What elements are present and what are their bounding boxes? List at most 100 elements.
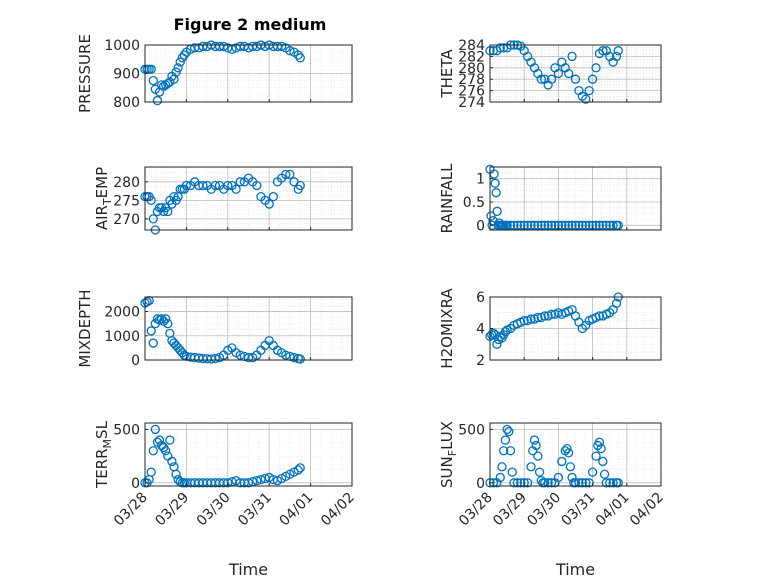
y-axis-label: H2OMIXRA [438, 288, 456, 369]
y-axis-label: MIXDEPTH [76, 289, 94, 367]
data-point [516, 220, 526, 230]
y-tick-label: 900 [113, 67, 140, 83]
y-tick-label: 282 [458, 49, 485, 65]
y-tick-label: 500 [113, 422, 140, 438]
data-point [543, 220, 553, 230]
data-point [519, 478, 529, 488]
data-point [526, 462, 536, 472]
y-axis-label: THETA [438, 49, 456, 99]
data-point [574, 220, 584, 230]
data-point [502, 220, 512, 230]
y-tick-label: 1000 [104, 329, 140, 345]
data-point [509, 220, 519, 230]
data-point [505, 446, 516, 456]
data-point [243, 478, 254, 488]
data-point [223, 478, 233, 488]
data-point [584, 85, 594, 96]
data-point [613, 220, 623, 230]
data-point [171, 469, 181, 479]
data-point [148, 75, 158, 86]
y-tick-label: 4 [476, 322, 485, 338]
data-point [608, 478, 618, 488]
subplot-rainfall: 0 0.5 1 RAINFALL [438, 163, 662, 234]
data-point [497, 462, 507, 472]
data-point [522, 220, 533, 230]
x-axis-label: Time [555, 560, 595, 579]
data-point [165, 435, 175, 445]
data-point [256, 474, 266, 485]
data-point [512, 220, 523, 230]
axes-box [489, 44, 662, 103]
data-point [587, 74, 598, 84]
data-point [252, 180, 262, 191]
data-point [490, 178, 500, 188]
data-point [146, 326, 156, 336]
data-point [154, 315, 165, 325]
data-point [557, 220, 567, 230]
y-tick-label: 276 [458, 84, 485, 100]
data-point [150, 424, 161, 435]
data-point [295, 53, 305, 63]
data-point [584, 220, 594, 230]
data-point [599, 469, 610, 479]
data-point [281, 169, 291, 180]
data-point [581, 220, 591, 230]
data-point [295, 463, 305, 473]
y-tick-label: 275 [113, 193, 140, 209]
y-axis-label: AIRTEMP [93, 167, 114, 230]
data-point [529, 220, 540, 230]
data-point [591, 220, 601, 230]
data-point [161, 446, 171, 456]
data-point [553, 472, 564, 483]
data-point [171, 67, 181, 77]
data-point [281, 350, 291, 360]
data-point [587, 467, 598, 477]
data-point [175, 57, 185, 67]
data-point [487, 330, 497, 340]
data-point [235, 177, 245, 187]
x-axis-label: Time [228, 560, 268, 579]
y-tick-label: 0 [476, 218, 485, 234]
data-point [546, 309, 557, 319]
data-point [488, 478, 499, 488]
data-point [293, 50, 303, 60]
data-point [492, 339, 502, 349]
y-tick-label: 0 [131, 353, 140, 369]
subplot-mixdepth: 0 1000 2000 MIXDEPTH [76, 289, 353, 369]
data-point [505, 220, 516, 230]
y-tick-label: 0 [131, 476, 140, 492]
data-point [289, 352, 299, 363]
data-point [210, 353, 221, 364]
data-point [499, 446, 509, 456]
data-point [519, 315, 529, 326]
y-tick-label: 0 [476, 476, 485, 492]
data-point [611, 298, 622, 308]
data-point [495, 43, 505, 53]
y-tick-label: 270 [113, 212, 140, 228]
data-point [574, 478, 584, 488]
data-point [512, 478, 523, 488]
data-point [534, 467, 545, 477]
data-point [557, 456, 567, 467]
data-point [598, 220, 608, 230]
y-tick-label: 500 [458, 422, 485, 438]
data-point [540, 220, 550, 230]
data-point [526, 220, 536, 230]
data-point [163, 78, 173, 89]
data-point [531, 440, 541, 451]
axes-box [144, 422, 353, 487]
data-point [581, 94, 591, 104]
y-axis-label: SUNFLUX [438, 421, 459, 488]
data-point [601, 478, 611, 488]
data-point [533, 220, 543, 230]
data-point [146, 64, 156, 74]
data-point [526, 314, 536, 324]
data-point [577, 478, 587, 488]
data-point [231, 184, 241, 194]
data-point [594, 220, 605, 230]
data-point [504, 426, 514, 437]
data-point [488, 216, 498, 226]
data-point [553, 68, 564, 79]
data-point [584, 478, 594, 488]
